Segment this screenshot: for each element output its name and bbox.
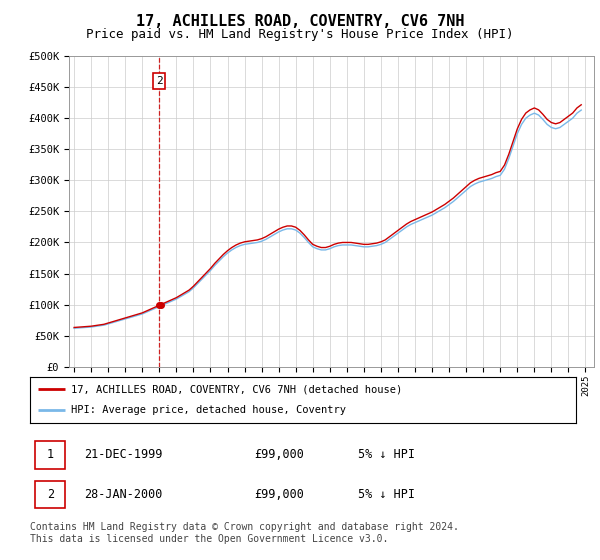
FancyBboxPatch shape (35, 441, 65, 469)
Text: 5% ↓ HPI: 5% ↓ HPI (358, 448, 415, 461)
Text: 2: 2 (47, 488, 54, 501)
Text: £99,000: £99,000 (254, 448, 304, 461)
Text: 17, ACHILLES ROAD, COVENTRY, CV6 7NH: 17, ACHILLES ROAD, COVENTRY, CV6 7NH (136, 14, 464, 29)
Text: Contains HM Land Registry data © Crown copyright and database right 2024.
This d: Contains HM Land Registry data © Crown c… (30, 522, 459, 544)
Text: 21-DEC-1999: 21-DEC-1999 (85, 448, 163, 461)
Text: 28-JAN-2000: 28-JAN-2000 (85, 488, 163, 501)
Text: 17, ACHILLES ROAD, COVENTRY, CV6 7NH (detached house): 17, ACHILLES ROAD, COVENTRY, CV6 7NH (de… (71, 384, 402, 394)
Text: 5% ↓ HPI: 5% ↓ HPI (358, 488, 415, 501)
Text: HPI: Average price, detached house, Coventry: HPI: Average price, detached house, Cove… (71, 405, 346, 416)
Text: Price paid vs. HM Land Registry's House Price Index (HPI): Price paid vs. HM Land Registry's House … (86, 28, 514, 41)
Text: 2: 2 (156, 76, 163, 86)
Text: £99,000: £99,000 (254, 488, 304, 501)
FancyBboxPatch shape (35, 480, 65, 508)
Text: 1: 1 (47, 448, 54, 461)
